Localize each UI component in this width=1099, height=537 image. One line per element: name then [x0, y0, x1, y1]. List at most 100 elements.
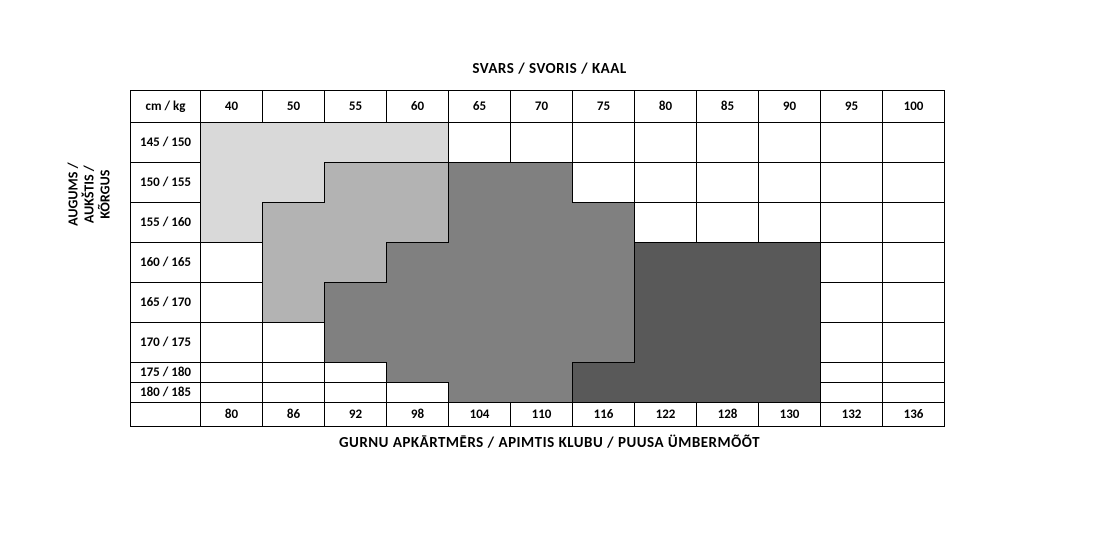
height-row-header: 175 / 180	[131, 363, 201, 383]
zone-cell	[387, 163, 449, 203]
zone-cell	[263, 123, 325, 163]
hip-value: 80	[201, 403, 263, 427]
zone-cell	[821, 163, 883, 203]
weight-header: 80	[635, 91, 697, 123]
zone-cell	[387, 383, 449, 403]
zone-cell	[635, 363, 697, 383]
height-row-header: 165 / 170	[131, 283, 201, 323]
zone-cell	[449, 323, 511, 363]
zone-cell	[387, 203, 449, 243]
weight-header: 75	[573, 91, 635, 123]
zone-cell	[759, 243, 821, 283]
zone-cell	[263, 203, 325, 243]
zone-cell	[635, 383, 697, 403]
zone-cell	[449, 283, 511, 323]
zone-cell	[635, 283, 697, 323]
zone-cell	[821, 383, 883, 403]
zone-cell	[573, 383, 635, 403]
zone-cell	[325, 383, 387, 403]
zone-cell	[821, 323, 883, 363]
zone-cell	[697, 323, 759, 363]
zone-cell	[697, 243, 759, 283]
weight-header: 55	[325, 91, 387, 123]
zone-cell	[201, 203, 263, 243]
zone-cell	[449, 203, 511, 243]
zone-cell	[883, 123, 945, 163]
zone-cell	[511, 123, 573, 163]
zone-cell	[201, 123, 263, 163]
height-row-header: 150 / 155	[131, 163, 201, 203]
zone-cell	[573, 243, 635, 283]
zone-cell	[449, 383, 511, 403]
weight-header: 90	[759, 91, 821, 123]
zone-cell	[821, 283, 883, 323]
zone-cell	[573, 123, 635, 163]
height-row-header: 170 / 175	[131, 323, 201, 363]
zone-cell	[201, 163, 263, 203]
zone-cell	[635, 243, 697, 283]
zone-cell	[759, 323, 821, 363]
zone-cell	[387, 283, 449, 323]
zone-cell	[511, 243, 573, 283]
zone-cell	[573, 163, 635, 203]
zone-cell	[449, 363, 511, 383]
height-row-header: 145 / 150	[131, 123, 201, 163]
zone-cell	[759, 203, 821, 243]
zone-cell	[821, 123, 883, 163]
hip-value: 86	[263, 403, 325, 427]
zone-cell	[201, 363, 263, 383]
zone-cell	[449, 243, 511, 283]
zone-cell	[759, 163, 821, 203]
zone-cell	[449, 123, 511, 163]
zone-cell	[883, 363, 945, 383]
zone-cell	[511, 203, 573, 243]
zone-cell	[325, 203, 387, 243]
hip-value: 128	[697, 403, 759, 427]
zone-cell	[511, 363, 573, 383]
hip-value: 92	[325, 403, 387, 427]
zone-cell	[263, 163, 325, 203]
weight-header: 95	[821, 91, 883, 123]
zone-cell	[387, 363, 449, 383]
zone-cell	[635, 203, 697, 243]
zone-cell	[511, 323, 573, 363]
zone-cell	[821, 203, 883, 243]
zone-cell	[511, 383, 573, 403]
hip-value: 104	[449, 403, 511, 427]
zone-cell	[325, 163, 387, 203]
zone-cell	[883, 163, 945, 203]
zone-cell	[387, 323, 449, 363]
zone-cell	[325, 323, 387, 363]
zone-cell	[573, 323, 635, 363]
zone-cell	[759, 283, 821, 323]
zone-cell	[263, 363, 325, 383]
zone-cell	[697, 383, 759, 403]
weight-header: 40	[201, 91, 263, 123]
zone-cell	[697, 203, 759, 243]
height-row-header: 155 / 160	[131, 203, 201, 243]
zone-cell	[635, 163, 697, 203]
zone-cell	[263, 323, 325, 363]
weight-header: 70	[511, 91, 573, 123]
zone-cell	[883, 243, 945, 283]
zone-cell	[325, 243, 387, 283]
hip-value: 132	[821, 403, 883, 427]
hip-value: 122	[635, 403, 697, 427]
hip-value: 136	[883, 403, 945, 427]
zone-cell	[201, 383, 263, 403]
zone-cell	[759, 383, 821, 403]
weight-header: 60	[387, 91, 449, 123]
zone-cell	[573, 363, 635, 383]
zone-cell	[883, 203, 945, 243]
zone-cell	[635, 123, 697, 163]
zone-cell	[883, 323, 945, 363]
zone-cell	[263, 383, 325, 403]
zone-cell	[759, 363, 821, 383]
zone-cell	[325, 363, 387, 383]
weight-header: 100	[883, 91, 945, 123]
top-axis-title: SVARS / SVORIS / KAAL	[0, 60, 1099, 78]
zone-cell	[511, 163, 573, 203]
size-chart-container: SVARS / SVORIS / KAAL AUGUMS / AUKŠTIS /…	[0, 0, 1099, 537]
zone-cell	[325, 283, 387, 323]
zone-cell	[325, 123, 387, 163]
